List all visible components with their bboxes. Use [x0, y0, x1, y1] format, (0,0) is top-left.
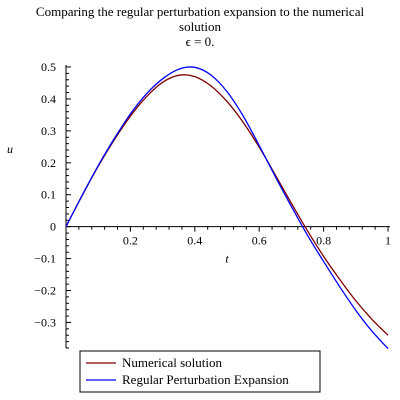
chart-title-line2: solution	[179, 19, 221, 34]
y-tick-label: 0	[50, 220, 56, 234]
x-tick-label: 0.8	[316, 234, 331, 248]
chart-title-line1: Comparing the regular perturbation expan…	[35, 4, 365, 19]
y-tick-label: 0.5	[41, 60, 56, 74]
x-tick-label: 0.4	[187, 234, 202, 248]
series-line-regular-perturbation-expansion	[65, 66, 389, 350]
x-tick-label: 0.6	[252, 234, 267, 248]
y-axis-label: u	[7, 142, 13, 156]
legend-box	[79, 350, 321, 393]
y-tick-label: −0.2	[34, 284, 56, 298]
y-tick-label: 0.4	[41, 92, 56, 106]
series-line-numerical-solution	[65, 74, 389, 336]
x-tick-label: 1	[385, 234, 391, 248]
y-tick-label: 0.1	[41, 188, 56, 202]
y-tick-label: −0.3	[34, 315, 56, 329]
chart-title-line3: ϵ = 0.	[185, 34, 215, 49]
y-tick-label: 0.3	[41, 124, 56, 138]
y-tick-label: 0.2	[41, 156, 56, 170]
legend-entry: Numerical solution	[122, 355, 223, 370]
y-tick-label: −0.1	[34, 252, 56, 266]
legend-entry: Regular Perturbation Expansion	[122, 372, 289, 387]
x-axis-label: t	[225, 252, 229, 266]
x-tick-label: 0.2	[123, 234, 138, 248]
